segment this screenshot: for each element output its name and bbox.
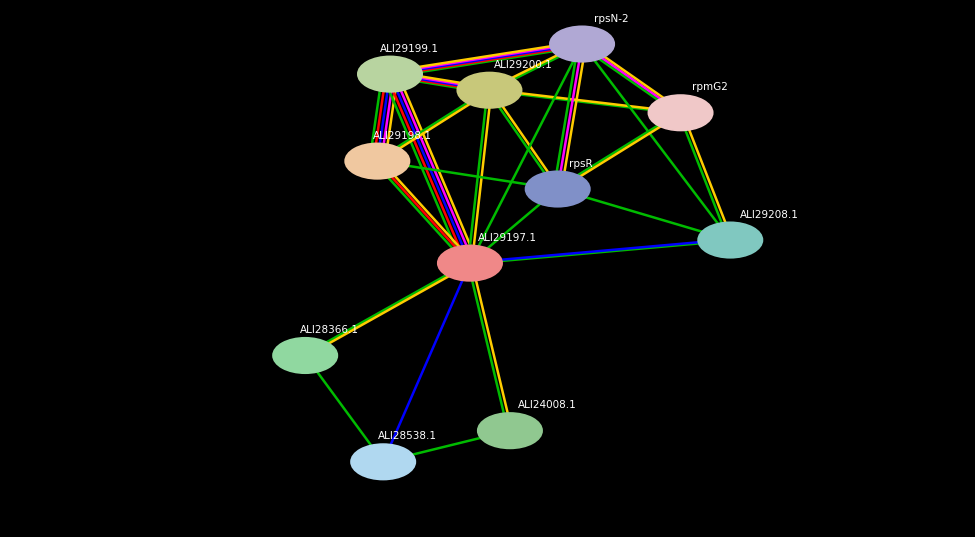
- Circle shape: [273, 338, 337, 373]
- Circle shape: [550, 26, 614, 62]
- Text: ALI29208.1: ALI29208.1: [740, 209, 799, 220]
- Text: ALI29199.1: ALI29199.1: [380, 43, 440, 54]
- Circle shape: [351, 444, 415, 480]
- Text: rpsR: rpsR: [569, 158, 593, 169]
- Text: ALI28538.1: ALI28538.1: [378, 431, 438, 441]
- Circle shape: [648, 95, 713, 130]
- Text: ALI24008.1: ALI24008.1: [518, 400, 576, 410]
- Text: ALI29198.1: ALI29198.1: [372, 130, 432, 141]
- Circle shape: [457, 72, 522, 108]
- Text: ALI29197.1: ALI29197.1: [478, 233, 537, 243]
- Text: rpsN-2: rpsN-2: [594, 13, 629, 24]
- Circle shape: [698, 222, 762, 258]
- Text: ALI29200.1: ALI29200.1: [494, 60, 553, 70]
- Circle shape: [526, 171, 590, 207]
- Circle shape: [438, 245, 502, 281]
- Text: rpmG2: rpmG2: [692, 82, 728, 92]
- Text: ALI28366.1: ALI28366.1: [300, 325, 360, 335]
- Circle shape: [358, 56, 422, 92]
- Circle shape: [478, 413, 542, 448]
- Circle shape: [345, 143, 410, 179]
